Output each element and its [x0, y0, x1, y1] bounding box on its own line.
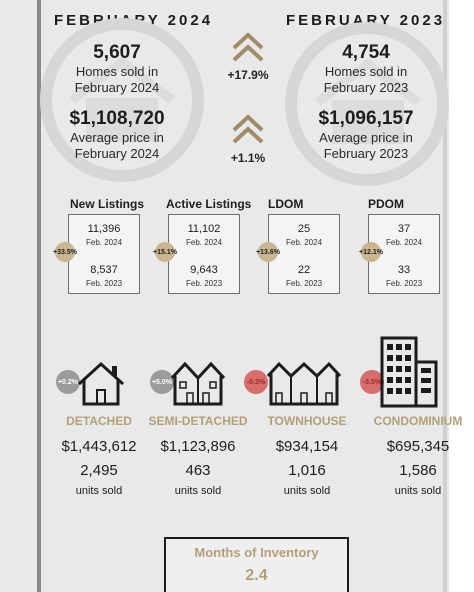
- kpi-label-2023: Feb. 2023: [385, 279, 423, 288]
- townhouse-icon: [266, 361, 342, 406]
- left-divider: [37, 0, 41, 592]
- months-of-inventory-box: Months of Inventory 2.4: [164, 537, 349, 592]
- property-units-label: units sold: [394, 485, 442, 497]
- kpi-change-badge: +12.1%: [359, 242, 383, 262]
- kpi-title-ldom: LDOM: [268, 197, 304, 211]
- current-homes-sold-stat: 5,607 Homes sold in February 2024: [42, 42, 192, 96]
- house-watermark-icon: [315, 58, 421, 144]
- kpi-value-2024: 11,102: [187, 223, 221, 235]
- property-units-label: units sold: [75, 485, 123, 497]
- kpi-value-2023: 8,537: [90, 264, 118, 276]
- current-avg-price-label: Average price in: [70, 130, 164, 145]
- kpi-label-2024: Feb. 2024: [385, 238, 423, 247]
- property-units-label: units sold: [283, 485, 331, 497]
- kpi-box-new-listings: 11,396 Feb. 2024 8,537 Feb. 2023: [68, 214, 140, 294]
- property-type-detached: DETACHED: [66, 414, 132, 428]
- kpi-label-2024: Feb. 2024: [185, 238, 223, 247]
- property-type-condominium: CONDOMINIUM: [373, 414, 463, 428]
- property-change-badge: -0.3%: [244, 370, 268, 394]
- previous-avg-price-label: Average price in: [319, 130, 413, 145]
- previous-avg-price-stat: $1,096,157 Average price in February 202…: [291, 108, 441, 162]
- kpi-box-active-listings: 11,102 Feb. 2024 9,643 Feb. 2023: [168, 214, 240, 294]
- property-units-label: units sold: [174, 485, 222, 497]
- homes-sold-change: +17.9%: [227, 68, 269, 82]
- previous-homes-sold-label: Homes sold in: [324, 64, 408, 79]
- kpi-change-badge: +15.1%: [153, 242, 177, 262]
- current-homes-sold-period: February 2024: [74, 80, 160, 95]
- semi-detached-house-icon: [170, 361, 226, 406]
- double-chevron-up-icon: [232, 32, 264, 62]
- kpi-value-2023: 9,643: [190, 264, 218, 276]
- kpi-value-2023: 33: [397, 264, 411, 276]
- property-type-townhouse: TOWNHOUSE: [267, 414, 347, 428]
- current-avg-price-value: $1,108,720: [69, 108, 165, 129]
- kpi-label-2024: Feb. 2024: [85, 238, 123, 247]
- kpi-value-2024: 37: [397, 223, 411, 235]
- property-change-badge: -3.5%: [360, 370, 384, 394]
- property-units: 463: [185, 462, 211, 479]
- kpi-value-2024: 11,396: [87, 223, 121, 235]
- current-homes-sold-label: Homes sold in: [75, 64, 159, 79]
- kpi-box-ldom: 25 Feb. 2024 22 Feb. 2023: [268, 214, 340, 294]
- kpi-title-pdom: PDOM: [368, 197, 404, 211]
- kpi-title-active-listings: Active Listings: [166, 197, 252, 211]
- previous-avg-price-value: $1,096,157: [318, 108, 414, 129]
- property-units: 1,586: [399, 462, 437, 479]
- previous-homes-sold-value: 4,754: [342, 42, 390, 63]
- kpi-label-2024: Feb. 2024: [285, 238, 323, 247]
- current-avg-price-stat: $1,108,720 Average price in February 202…: [42, 108, 192, 162]
- property-price: $934,154: [275, 438, 339, 455]
- months-of-inventory-value: 2.4: [245, 567, 268, 584]
- property-price: $1,123,896: [160, 438, 236, 455]
- kpi-label-2023: Feb. 2023: [185, 279, 223, 288]
- previous-year-title: FEBRUARY 2023: [286, 12, 446, 29]
- house-watermark-icon: [69, 56, 175, 142]
- kpi-title-new-listings: New Listings: [70, 197, 145, 211]
- property-units: 1,016: [288, 462, 326, 479]
- current-homes-sold-value: 5,607: [93, 42, 141, 63]
- double-chevron-up-icon: [232, 114, 264, 144]
- months-of-inventory-title: Months of Inventory: [194, 545, 319, 560]
- kpi-change-badge: +13.6%: [256, 242, 280, 262]
- detached-house-icon: [77, 361, 125, 406]
- previous-homes-sold-period: February 2023: [323, 80, 409, 95]
- kpi-label-2023: Feb. 2023: [285, 279, 323, 288]
- previous-homes-sold-stat: 4,754 Homes sold in February 2023: [291, 42, 441, 96]
- right-divider: [443, 0, 447, 592]
- property-price: $1,443,612: [61, 438, 137, 455]
- avg-price-change: +1.1%: [230, 151, 266, 165]
- kpi-label-2023: Feb. 2023: [85, 279, 123, 288]
- property-price: $695,345: [386, 438, 450, 455]
- right-margin: [449, 0, 474, 592]
- property-type-semi-detached: SEMI-DETACHED: [148, 414, 248, 428]
- previous-avg-price-period: February 2023: [323, 146, 409, 161]
- condominium-building-icon: [380, 336, 438, 408]
- kpi-value-2023: 22: [297, 264, 311, 276]
- property-units: 2,495: [80, 462, 118, 479]
- current-avg-price-period: February 2024: [74, 146, 160, 161]
- kpi-value-2024: 25: [297, 223, 311, 235]
- property-change-badge: +0.2%: [56, 370, 80, 394]
- property-change-badge: +5.0%: [150, 370, 174, 394]
- kpi-change-badge: +33.5%: [53, 242, 77, 262]
